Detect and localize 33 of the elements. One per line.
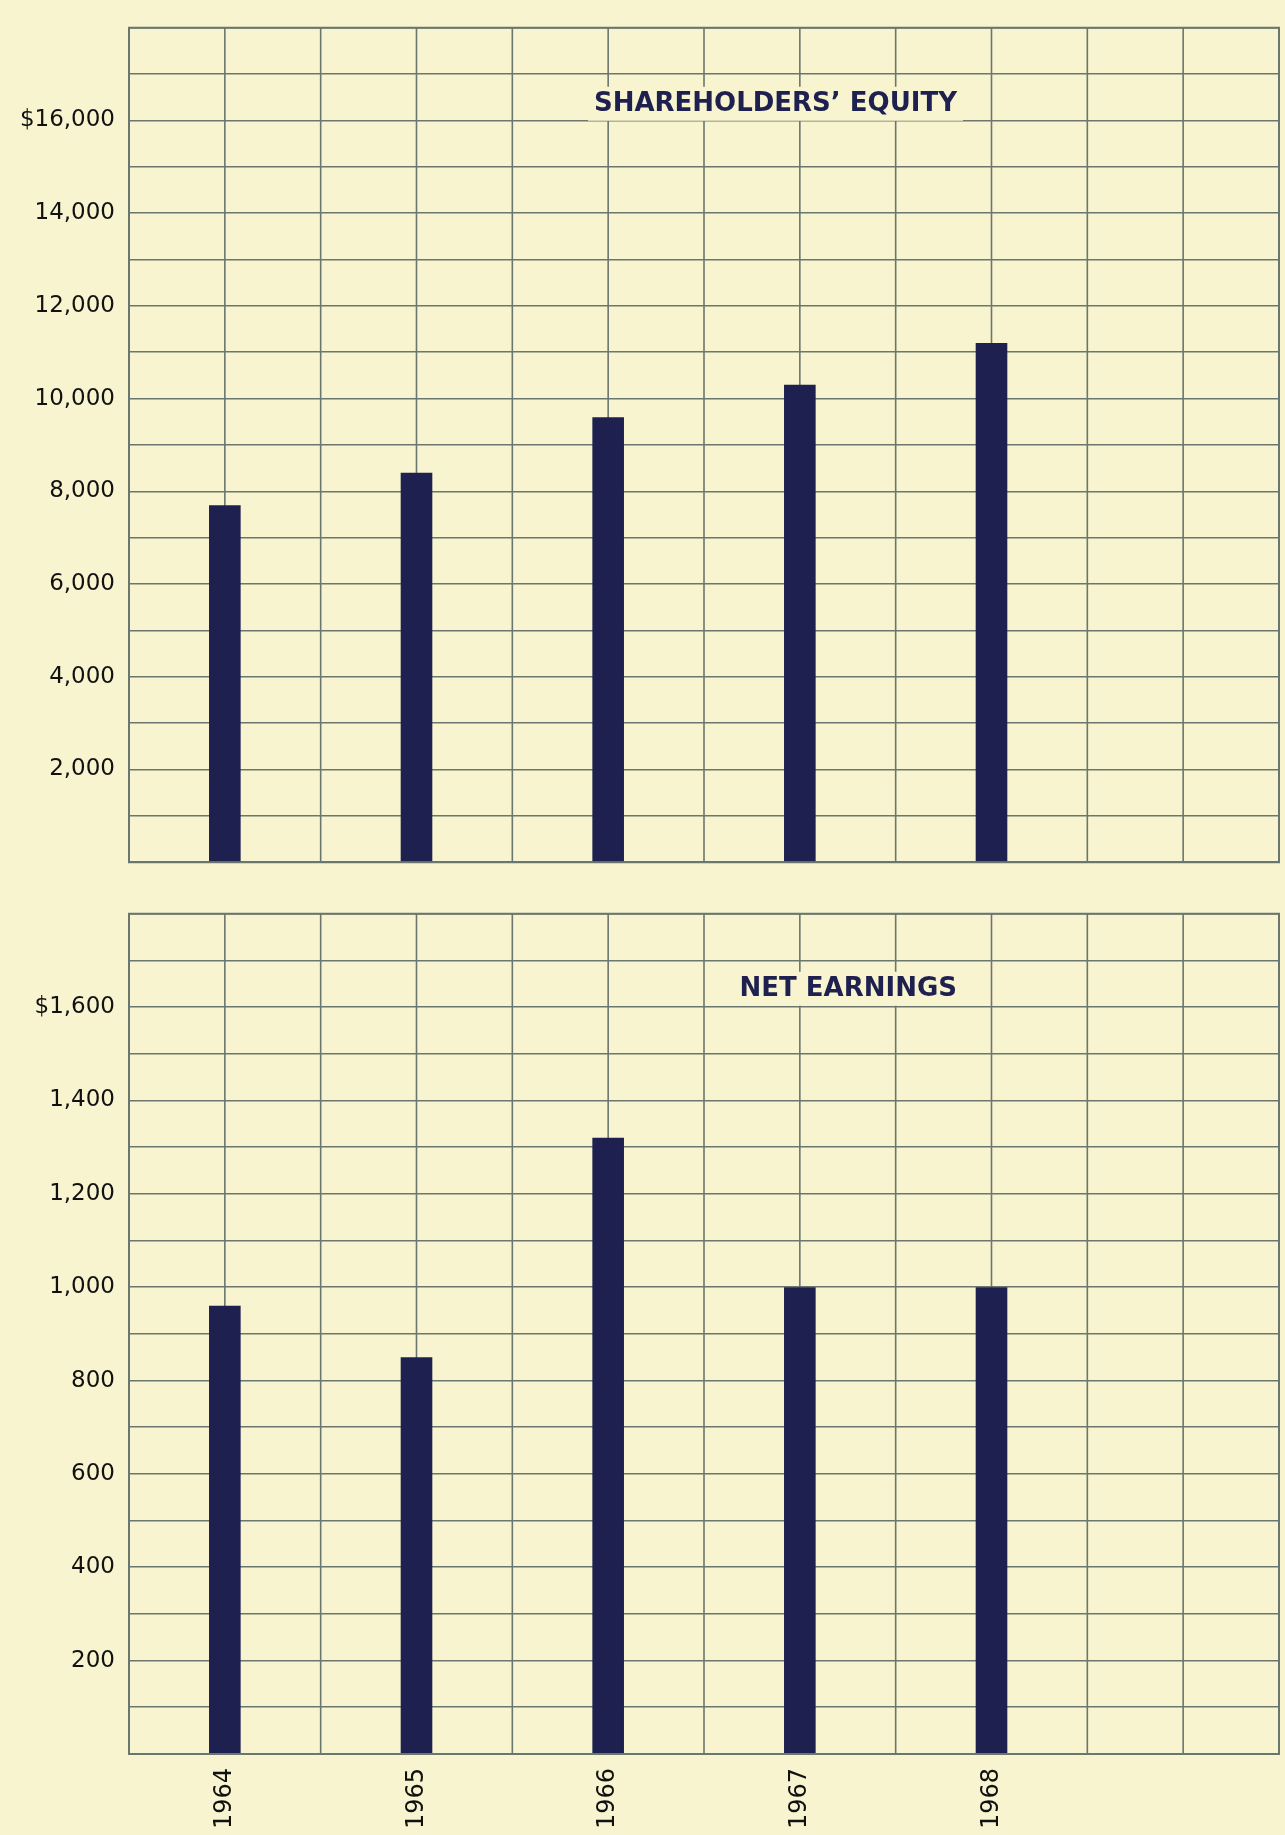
y-tick-label: 200 xyxy=(71,1645,115,1672)
y-tick-label: $16,000 xyxy=(19,105,115,132)
x-tick-label: 1966 xyxy=(592,1767,621,1829)
y-tick-label: 1,400 xyxy=(49,1085,115,1112)
y-tick-label: 800 xyxy=(71,1365,115,1392)
y-tick-label: $1,600 xyxy=(34,992,115,1019)
x-tick-label: 1968 xyxy=(975,1767,1004,1829)
y-tick-label: 2,000 xyxy=(49,754,115,781)
bar xyxy=(209,505,241,862)
bar xyxy=(400,472,433,862)
y-tick-label: 6,000 xyxy=(49,569,115,596)
y-tick-label: 1,000 xyxy=(49,1272,115,1299)
y-tick-label: 1,200 xyxy=(49,1178,115,1205)
y-tick-label: 600 xyxy=(71,1458,115,1485)
y-tick-label: 4,000 xyxy=(49,661,115,688)
y-tick-label: 14,000 xyxy=(34,198,115,225)
y-tick-label: 10,000 xyxy=(34,383,115,410)
bar xyxy=(209,1305,241,1754)
bar xyxy=(784,1287,816,1754)
x-tick-label: 1964 xyxy=(209,1767,238,1829)
bar xyxy=(400,1357,433,1754)
text: SHAREHOLDERS’ EQUITY xyxy=(593,86,959,117)
y-tick-label: 400 xyxy=(71,1552,115,1579)
y-tick-label: 12,000 xyxy=(34,290,115,317)
bar xyxy=(592,1137,624,1754)
bar xyxy=(784,384,816,862)
bar xyxy=(975,343,1008,862)
x-tick-label: 1967 xyxy=(784,1767,813,1829)
x-tick-label: 1965 xyxy=(400,1767,429,1829)
text: NET EARNINGS xyxy=(739,971,957,1002)
bar xyxy=(975,1287,1008,1754)
y-tick-label: 8,000 xyxy=(49,476,115,503)
bar xyxy=(592,417,624,862)
